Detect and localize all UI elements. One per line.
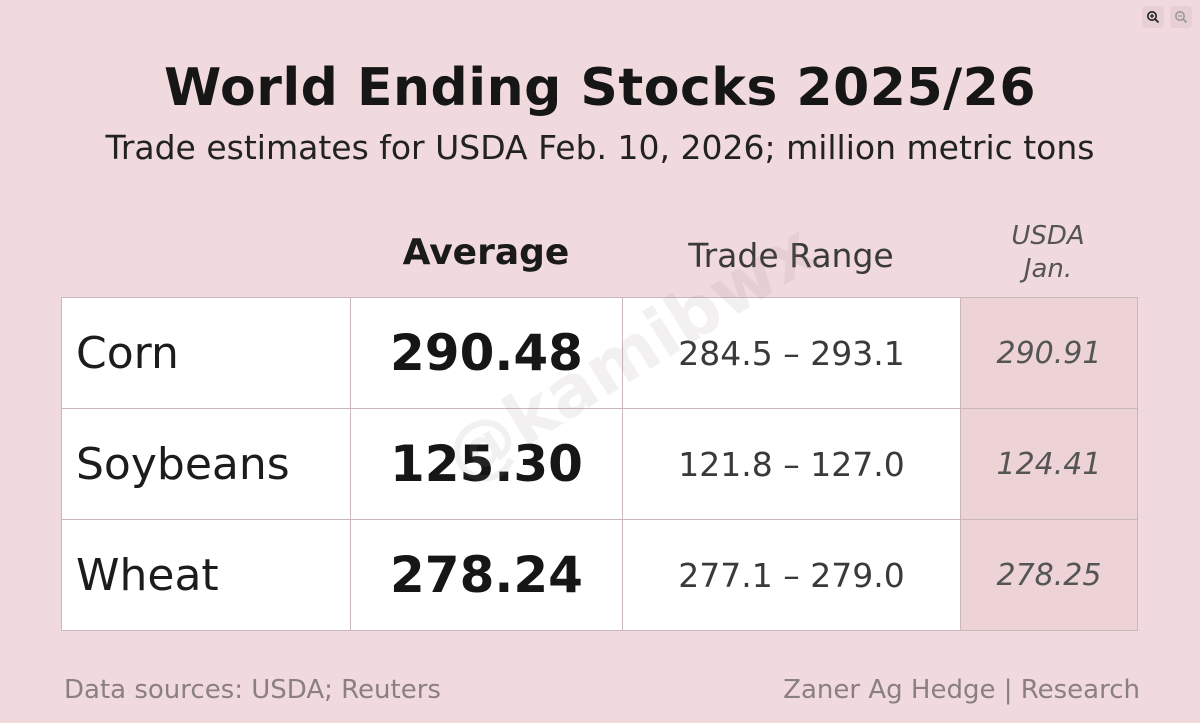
column-header-usda-jan: USDA Jan. <box>960 220 1136 285</box>
page-title: World Ending Stocks 2025/26 <box>163 58 1037 118</box>
usda-jan-cell: 290.91 <box>960 297 1138 409</box>
stocks-table: Corn 290.48 284.5 – 293.1 290.91 Soybean… <box>61 297 1138 631</box>
table-row: Wheat 278.24 277.1 – 279.0 278.25 <box>61 519 1138 631</box>
commodity-cell: Wheat <box>61 519 351 631</box>
footer-credit: Zaner Ag Hedge | Research <box>783 675 1140 705</box>
table-row: Soybeans 125.30 121.8 – 127.0 124.41 <box>61 408 1138 520</box>
table-row: Corn 290.48 284.5 – 293.1 290.91 <box>61 297 1138 409</box>
trade-range-cell: 277.1 – 279.0 <box>622 519 961 631</box>
zoom-in-icon <box>1147 11 1160 24</box>
column-header-average: Average <box>402 232 570 273</box>
usda-header-line1: USDA <box>1011 221 1085 251</box>
zoom-out-icon <box>1175 11 1188 24</box>
commodity-cell: Soybeans <box>61 408 351 520</box>
zoom-controls <box>1142 6 1192 28</box>
footer-sources: Data sources: USDA; Reuters <box>64 675 441 705</box>
usda-jan-cell: 124.41 <box>960 408 1138 520</box>
usda-jan-cell: 278.25 <box>960 519 1138 631</box>
zoom-in-button[interactable] <box>1142 6 1164 28</box>
page-subtitle: Trade estimates for USDA Feb. 10, 2026; … <box>105 128 1095 167</box>
average-cell: 125.30 <box>350 408 623 520</box>
zoom-out-button[interactable] <box>1170 6 1192 28</box>
average-cell: 278.24 <box>350 519 623 631</box>
commodity-cell: Corn <box>61 297 351 409</box>
average-cell: 290.48 <box>350 297 623 409</box>
trade-range-cell: 121.8 – 127.0 <box>622 408 961 520</box>
usda-header-line2: Jan. <box>1023 253 1073 284</box>
trade-range-cell: 284.5 – 293.1 <box>622 297 961 409</box>
column-header-trade-range: Trade Range <box>688 236 894 275</box>
